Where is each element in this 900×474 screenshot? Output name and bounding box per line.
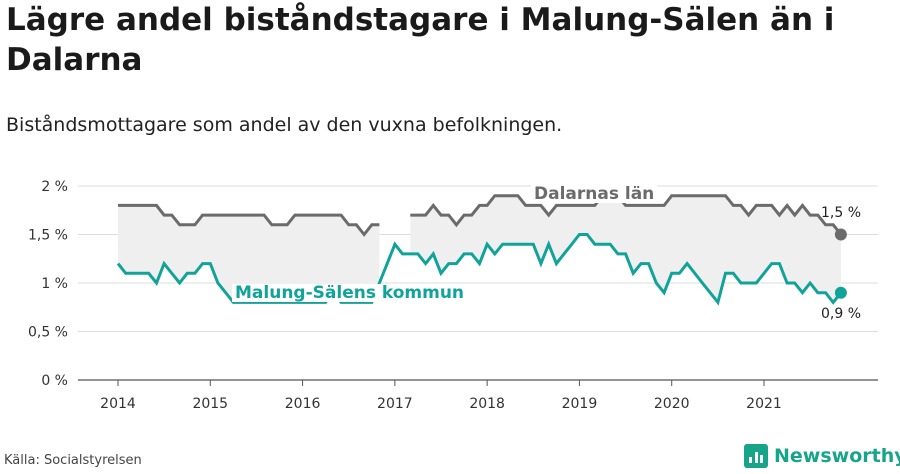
y-axis: 0 % 0,5 % 1 % 1,5 % 2 %	[28, 179, 68, 389]
chart-title: Lägre andel biståndstagare i Malung-Säle…	[6, 2, 835, 78]
end-point-dalarna	[834, 228, 847, 241]
x-tick-label: 2020	[654, 396, 690, 412]
end-label-malung: 0,9 %	[821, 306, 861, 322]
x-axis: 2014 2015 2016 2017 2018 2019 2020 2021	[100, 380, 782, 412]
series-label-malung-background	[232, 284, 468, 302]
x-tick-label: 2015	[192, 396, 228, 412]
chart-subtitle: Biståndsmottagare som andel av den vuxna…	[6, 114, 563, 136]
series-label-malung: Malung-Sälens kommun	[235, 283, 464, 303]
end-point-malung	[834, 286, 847, 299]
brand-name: Newsworthy	[774, 445, 900, 467]
series-lines	[116, 194, 843, 306]
x-tick-label: 2016	[285, 396, 321, 412]
y-tick-label: 1 %	[41, 276, 68, 292]
x-tick-label: 2019	[562, 396, 598, 412]
series-label-dalarna: Dalarnas län	[534, 184, 654, 204]
series-line-0	[118, 194, 843, 237]
end-label-dalarna: 1,5 %	[821, 205, 861, 221]
brand-logo: Newsworthy	[744, 440, 900, 472]
series-label-dalarna-background	[531, 185, 658, 203]
line-chart: 0 % 0,5 % 1 % 1,5 % 2 % 2014 2015 2016 2017 2018…	[28, 179, 878, 412]
x-tick-label: 2017	[377, 396, 413, 412]
bar-chart-icon	[744, 444, 768, 468]
range-band	[118, 195, 841, 303]
x-tick-label: 2014	[100, 396, 136, 412]
y-tick-label: 0,5 %	[28, 325, 68, 341]
y-tick-label: 2 %	[41, 179, 68, 195]
y-tick-label: 0 %	[41, 373, 68, 389]
x-tick-label: 2018	[469, 396, 505, 412]
series-line-1	[116, 233, 843, 306]
x-tick-label: 2021	[746, 396, 782, 412]
source-note: Källa: Socialstyrelsen	[4, 453, 142, 468]
y-tick-label: 1,5 %	[28, 228, 68, 244]
